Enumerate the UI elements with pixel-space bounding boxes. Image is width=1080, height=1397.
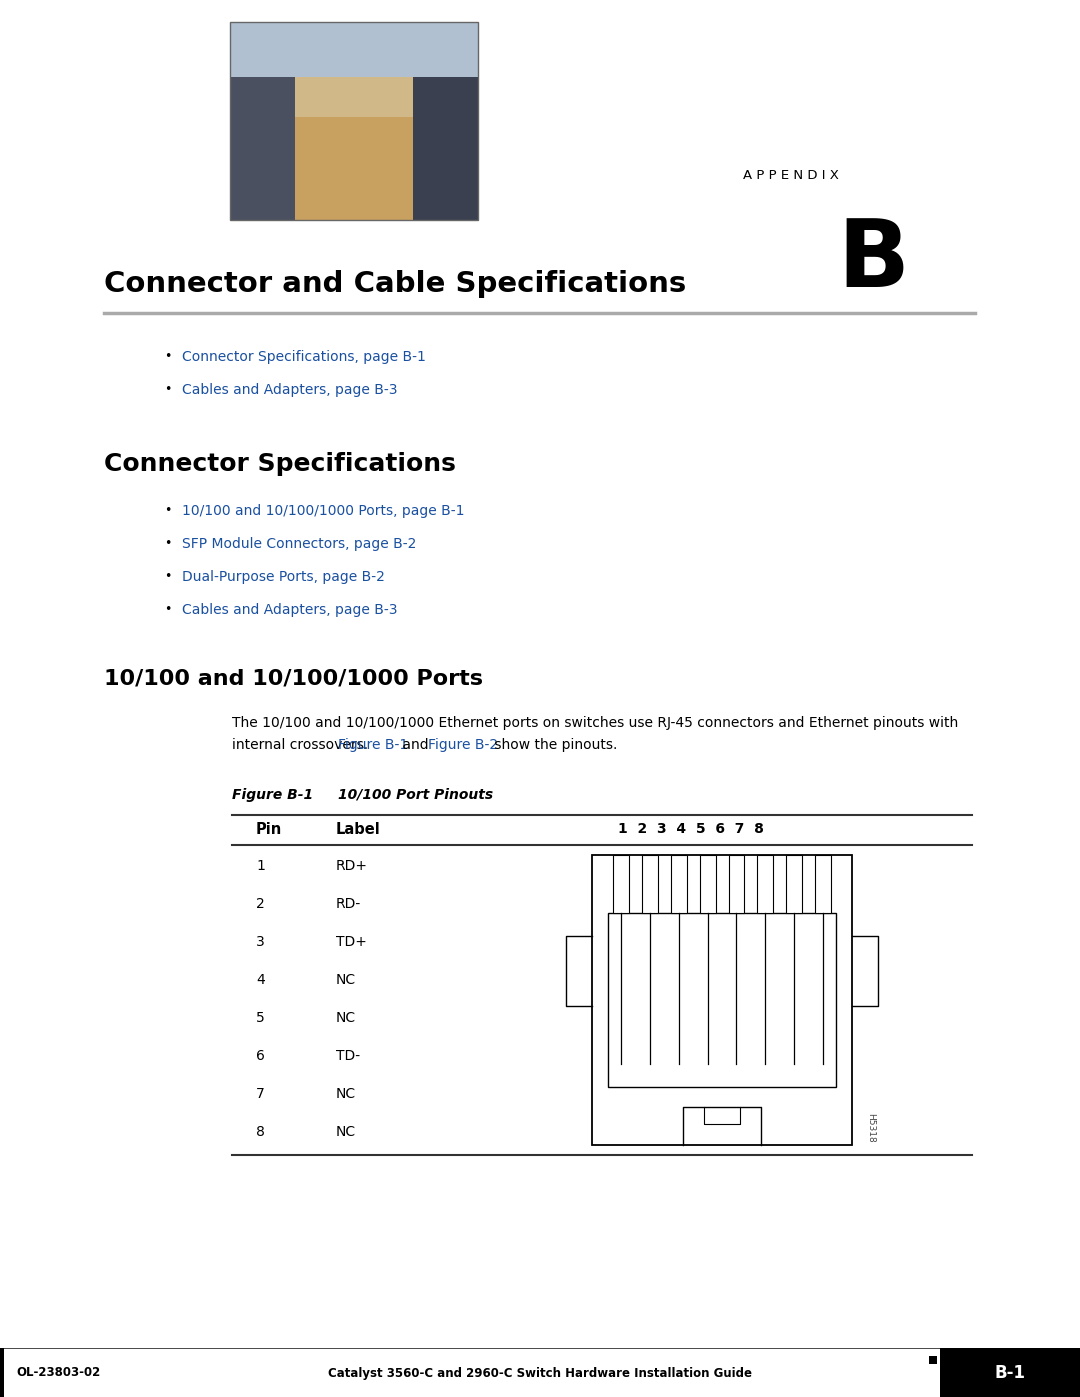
Text: 2: 2 (256, 897, 265, 911)
Text: 6: 6 (256, 1049, 265, 1063)
Text: 1  2  3  4  5  6  7  8: 1 2 3 4 5 6 7 8 (618, 821, 764, 835)
Text: RD-: RD- (336, 897, 361, 911)
Bar (729, 855, 744, 914)
Text: NC: NC (336, 1087, 356, 1101)
Text: •: • (164, 604, 172, 616)
Bar (230, 77, 295, 219)
Text: Cables and Adapters, page B-3: Cables and Adapters, page B-3 (183, 383, 397, 397)
Text: SFP Module Connectors, page B-2: SFP Module Connectors, page B-2 (183, 536, 417, 550)
Text: show the pinouts.: show the pinouts. (490, 738, 618, 752)
Text: 8: 8 (256, 1126, 265, 1140)
Text: Connector Specifications: Connector Specifications (104, 453, 456, 476)
Text: •: • (164, 570, 172, 583)
Text: 10/100 and 10/100/1000 Ports, page B-1: 10/100 and 10/100/1000 Ports, page B-1 (183, 504, 464, 518)
Text: Label: Label (336, 821, 381, 837)
Text: •: • (164, 383, 172, 395)
Text: internal crossovers.: internal crossovers. (232, 738, 373, 752)
Text: and: and (399, 738, 433, 752)
Bar (295, 77, 413, 117)
Text: Cables and Adapters, page B-3: Cables and Adapters, page B-3 (183, 604, 397, 617)
Bar (413, 77, 478, 219)
Bar (230, 22, 478, 219)
Bar (671, 855, 687, 914)
Text: •: • (164, 536, 172, 550)
Text: NC: NC (336, 1126, 356, 1140)
Bar (815, 855, 831, 914)
Text: 10/100 Port Pinouts: 10/100 Port Pinouts (338, 788, 494, 802)
Text: Connector and Cable Specifications: Connector and Cable Specifications (104, 270, 686, 298)
Text: 4: 4 (256, 974, 265, 988)
Bar (700, 855, 715, 914)
Bar (613, 855, 629, 914)
Text: 10/100 and 10/100/1000 Ports: 10/100 and 10/100/1000 Ports (104, 668, 483, 687)
Text: TD+: TD+ (336, 936, 367, 950)
Bar (642, 855, 658, 914)
Bar (0, 1348, 4, 1397)
Text: H5318: H5318 (866, 1113, 875, 1143)
Text: 5: 5 (256, 1011, 265, 1025)
Text: Figure B-1: Figure B-1 (338, 738, 408, 752)
Bar (592, 855, 852, 1146)
Bar (295, 77, 413, 219)
Bar (757, 855, 773, 914)
Text: RD+: RD+ (336, 859, 368, 873)
Bar (230, 22, 478, 77)
Text: The 10/100 and 10/100/1000 Ethernet ports on switches use RJ-45 connectors and E: The 10/100 and 10/100/1000 Ethernet port… (232, 717, 958, 731)
Text: Pin: Pin (256, 821, 282, 837)
Text: Figure B-1: Figure B-1 (232, 788, 313, 802)
Text: OL-23803-02: OL-23803-02 (16, 1366, 100, 1379)
Text: Connector Specifications, page B-1: Connector Specifications, page B-1 (183, 351, 426, 365)
Text: Dual-Purpose Ports, page B-2: Dual-Purpose Ports, page B-2 (183, 570, 384, 584)
Text: A P P E N D I X: A P P E N D I X (743, 169, 839, 182)
Text: TD-: TD- (336, 1049, 360, 1063)
Bar (230, 22, 478, 219)
Text: B-1: B-1 (995, 1363, 1026, 1382)
Text: B: B (837, 215, 909, 307)
Bar (786, 855, 802, 914)
Text: 1: 1 (256, 859, 265, 873)
Bar (929, 1356, 937, 1363)
Bar (940, 1348, 1080, 1397)
Text: NC: NC (336, 1011, 356, 1025)
Text: 7: 7 (256, 1087, 265, 1101)
Text: Figure B-2: Figure B-2 (428, 738, 498, 752)
Text: •: • (164, 351, 172, 363)
Text: Catalyst 3560-C and 2960-C Switch Hardware Installation Guide: Catalyst 3560-C and 2960-C Switch Hardwa… (328, 1366, 752, 1379)
Text: NC: NC (336, 974, 356, 988)
Bar (608, 914, 836, 1087)
Text: 3: 3 (256, 936, 265, 950)
Text: •: • (164, 504, 172, 517)
